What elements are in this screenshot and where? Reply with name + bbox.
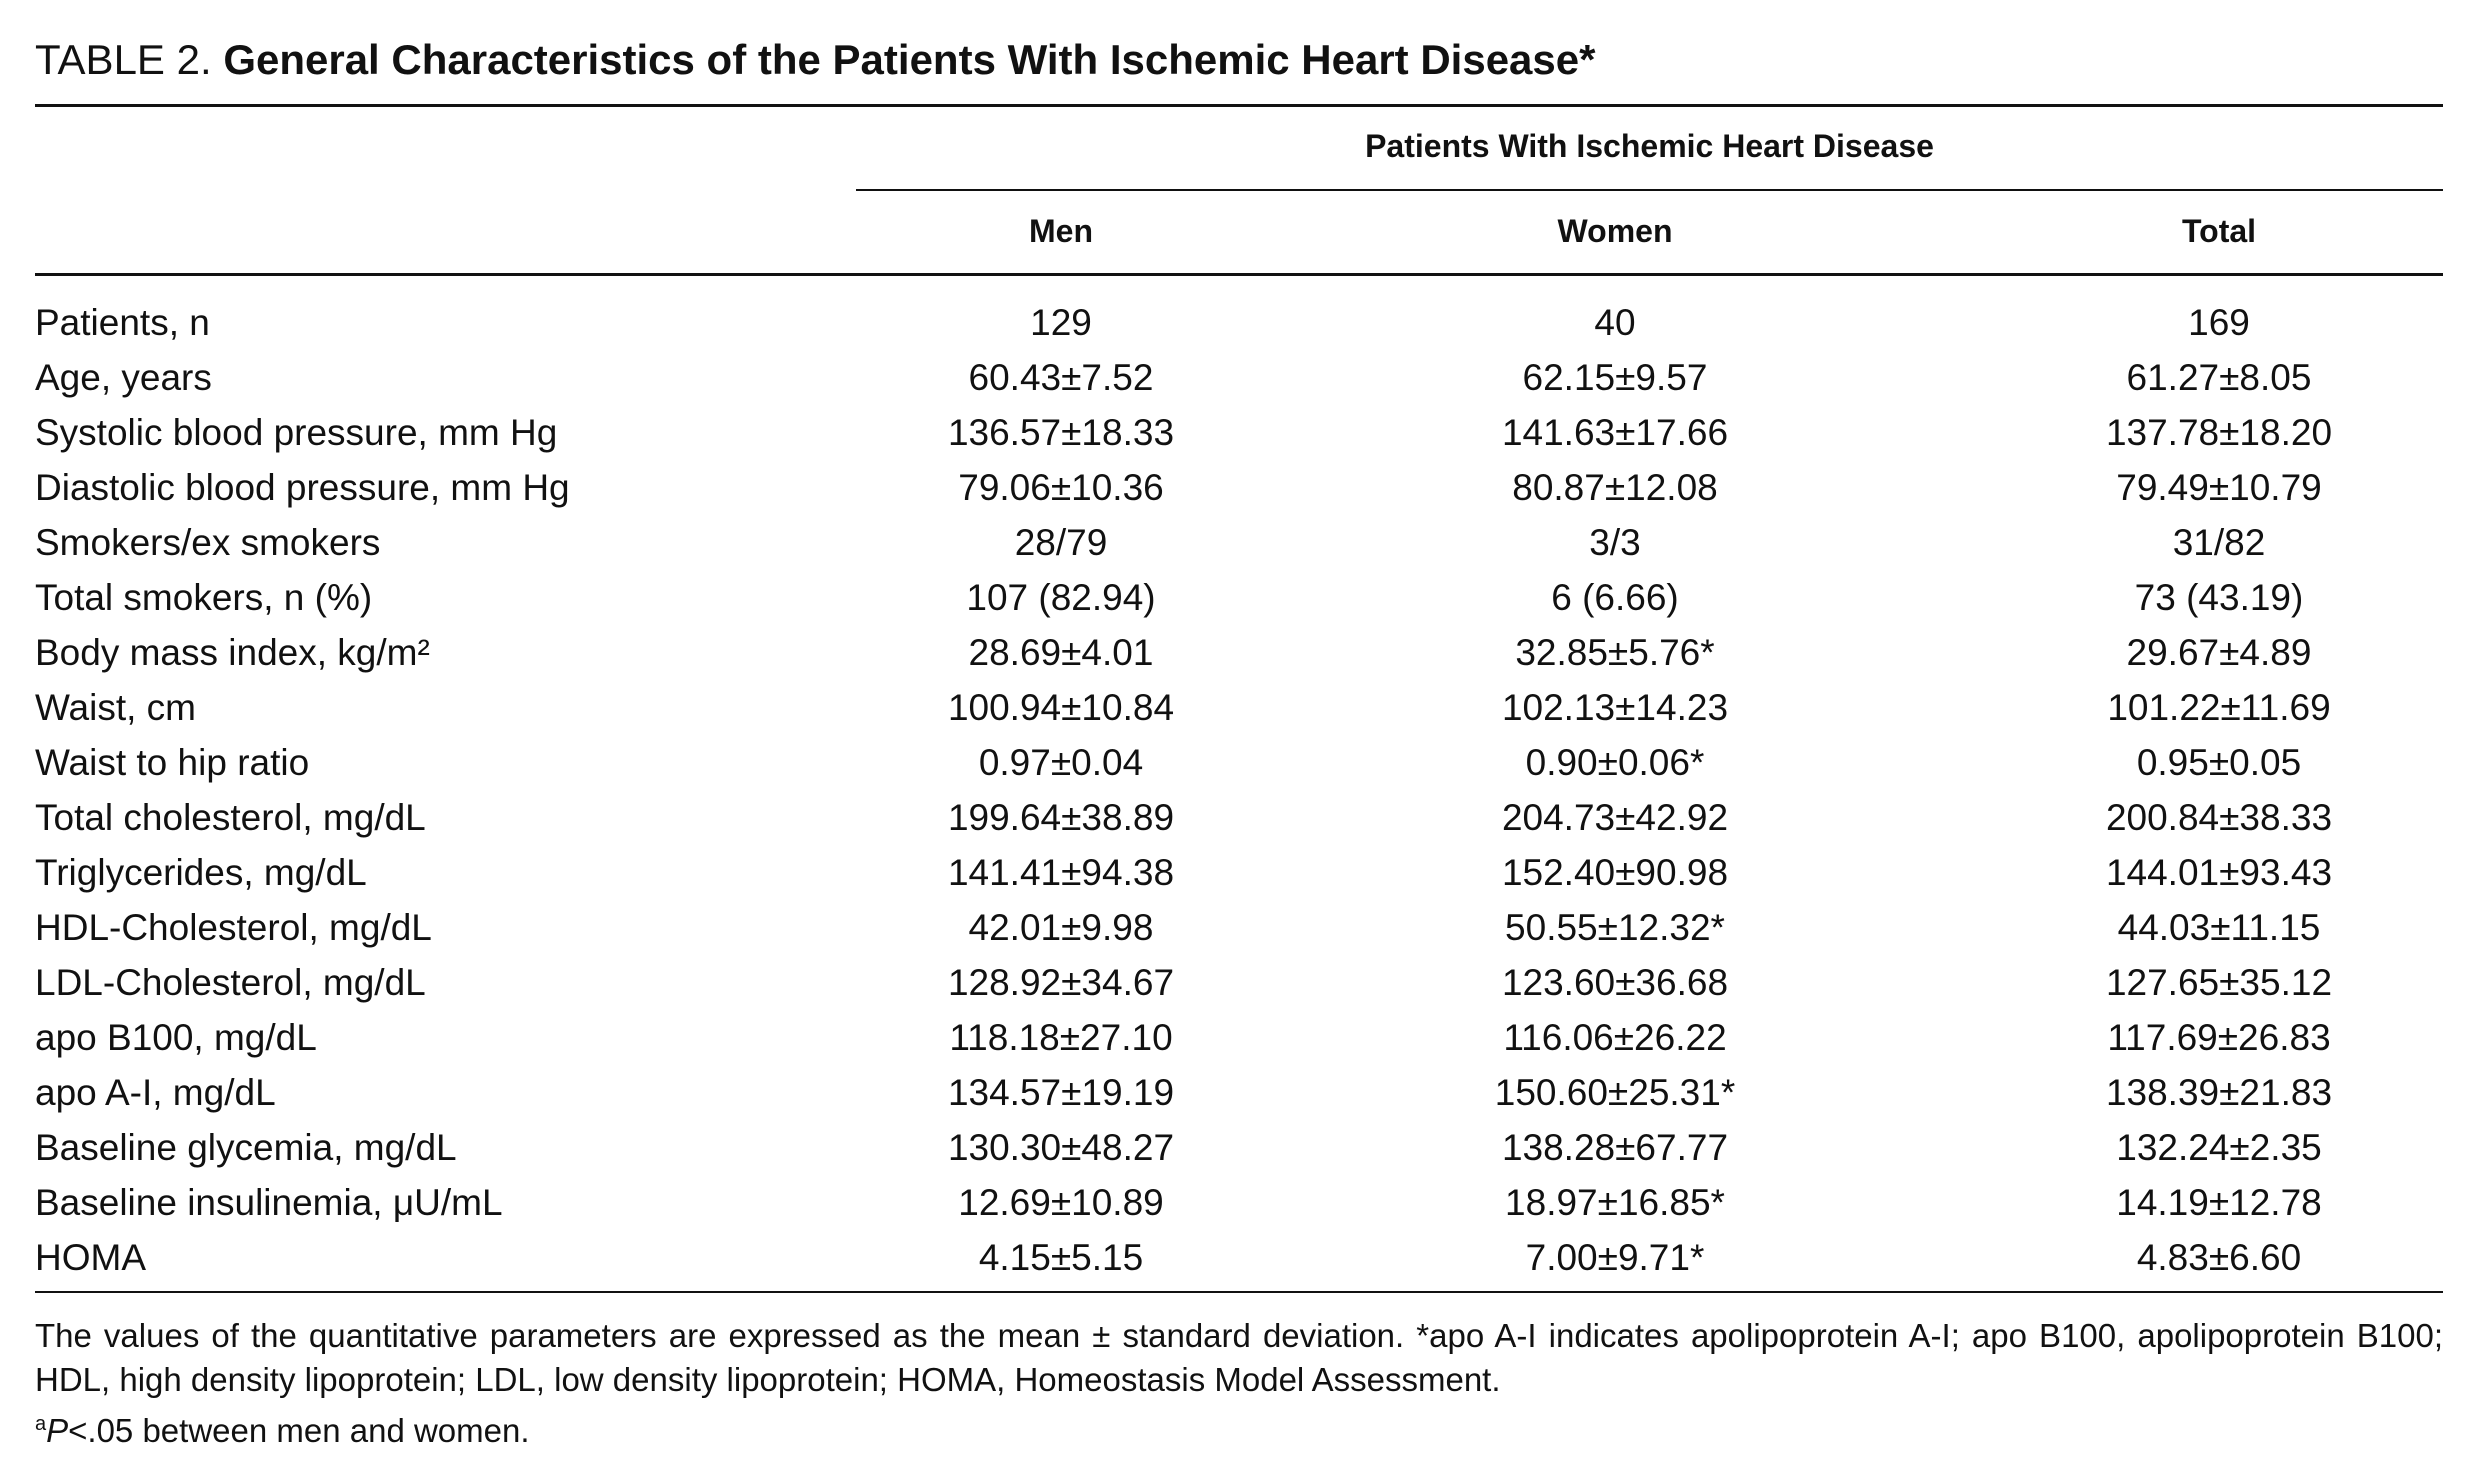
cell-value: 132.24±2.35 [2116, 1127, 2322, 1168]
row-label: Smokers/ex smokers [35, 522, 381, 563]
row-label: Triglycerides, mg/dL [35, 852, 367, 893]
cell-value: 127.65±35.12 [2105, 962, 2333, 1003]
cell-value: 79.06±10.36 [958, 467, 1164, 508]
footnote-italic: P [46, 1412, 69, 1449]
row-label: Systolic blood pressure, mm Hg [35, 412, 558, 453]
cell-value: 42.01±9.98 [968, 907, 1154, 948]
row-label: Body mass index, kg/m² [35, 632, 430, 673]
cell-value: 138.39±21.83 [2105, 1072, 2333, 1113]
cell-value: 60.43±7.52 [968, 357, 1154, 398]
cell-value: 116.06±26.22 [1503, 1017, 1727, 1058]
footnote-text: The values of the quantitative parameter… [35, 1317, 2443, 1398]
row-label: Total smokers, n (%) [35, 577, 373, 618]
cell-value: 150.60±25.31* [1494, 1072, 1736, 1113]
cell-value: 62.15±9.57 [1522, 357, 1708, 398]
cell-value: 118.18±27.10 [949, 1017, 1173, 1058]
cell-value: 141.41±94.38 [947, 852, 1175, 893]
cell-value: 31/82 [2172, 522, 2266, 563]
cell-value: 44.03±11.15 [2117, 907, 2321, 948]
cell-value: 40 [1594, 302, 1636, 343]
cell-value: 134.57±19.19 [947, 1072, 1175, 1113]
cell-value: 0.97±0.04 [978, 742, 1144, 783]
cell-value: 28.69±4.01 [968, 632, 1154, 673]
cell-value: 199.64±38.89 [947, 797, 1175, 838]
row-label: Baseline glycemia, mg/dL [35, 1127, 457, 1168]
row-label: Total cholesterol, mg/dL [35, 797, 426, 838]
table-label: TABLE 2. [35, 36, 212, 83]
cell-value: 123.60±36.68 [1501, 962, 1729, 1003]
top-rule [35, 104, 2443, 107]
cell-value: 137.78±18.20 [2105, 412, 2333, 453]
cell-value: 18.97±16.85* [1505, 1182, 1725, 1223]
cell-value: 200.84±38.33 [2105, 797, 2333, 838]
cell-value: 12.69±10.89 [958, 1182, 1164, 1223]
row-label: Waist, cm [35, 687, 197, 728]
cell-value: 204.73±42.92 [1501, 797, 1729, 838]
cell-value: 128.92±34.67 [947, 962, 1175, 1003]
cell-value: 4.83±6.60 [2136, 1237, 2302, 1278]
cell-value: 169 [2188, 302, 2250, 343]
cell-value: 102.13±14.23 [1501, 687, 1729, 728]
column-header: Women [1557, 213, 1673, 249]
row-label: apo B100, mg/dL [35, 1017, 317, 1058]
column-header: Men [1029, 213, 1093, 249]
cell-value: 7.00±9.71* [1525, 1237, 1705, 1278]
cell-value: 107 (82.94) [966, 577, 1156, 618]
group-header: Patients With Ischemic Heart Disease [1365, 128, 1934, 164]
header-rule [35, 273, 2443, 276]
cell-value: 152.40±90.98 [1501, 852, 1729, 893]
cell-value: 0.90±0.06* [1525, 742, 1705, 783]
cell-value: 32.85±5.76* [1515, 632, 1715, 673]
row-label: Baseline insulinemia, μU/mL [35, 1182, 503, 1223]
cell-value: 50.55±12.32* [1505, 907, 1725, 948]
cell-value: 0.95±0.05 [2136, 742, 2302, 783]
row-label: Age, years [35, 357, 212, 398]
cell-value: 79.49±10.79 [2116, 467, 2322, 508]
cell-value: 129 [1030, 302, 1092, 343]
cell-value: 28/79 [1014, 522, 1108, 563]
row-label: Diastolic blood pressure, mm Hg [35, 467, 570, 508]
row-label: apo A-I, mg/dL [35, 1072, 276, 1113]
cell-value: 29.67±4.89 [2126, 632, 2312, 673]
cell-value: 144.01±93.43 [2105, 852, 2333, 893]
footnote-marker: a [35, 1413, 47, 1435]
cell-value: 4.15±5.15 [978, 1237, 1144, 1278]
cell-value: 117.69±26.83 [2107, 1017, 2331, 1058]
cell-value: 3/3 [1589, 522, 1641, 563]
row-label: LDL-Cholesterol, mg/dL [35, 962, 426, 1003]
cell-value: 130.30±48.27 [947, 1127, 1175, 1168]
row-label: HOMA [35, 1237, 146, 1278]
cell-value: 101.22±11.69 [2107, 687, 2331, 728]
cell-value: 138.28±67.77 [1501, 1127, 1729, 1168]
cell-value: 6 (6.66) [1551, 577, 1679, 618]
cell-value: 80.87±12.08 [1512, 467, 1718, 508]
row-label: Patients, n [35, 302, 210, 343]
row-label: Waist to hip ratio [35, 742, 310, 783]
cell-value: 73 (43.19) [2134, 577, 2304, 618]
cell-value: 100.94±10.84 [947, 687, 1175, 728]
cell-value: 141.63±17.66 [1501, 412, 1729, 453]
footnotes: The values of the quantitative parameter… [35, 1314, 2443, 1453]
group-rule [856, 189, 2443, 191]
cell-value: 136.57±18.33 [947, 412, 1175, 453]
column-header: Total [2181, 213, 2257, 249]
cell-value: 14.19±12.78 [2116, 1182, 2322, 1223]
cell-value: 61.27±8.05 [2126, 357, 2312, 398]
bottom-rule [35, 1291, 2443, 1293]
footnote-significance: <.05 between men and women. [68, 1412, 530, 1449]
row-label: HDL-Cholesterol, mg/dL [35, 907, 432, 948]
title-text: General Characteristics of the Patients … [223, 36, 1596, 83]
table-title: TABLE 2. General Characteristics of the … [35, 36, 1595, 84]
